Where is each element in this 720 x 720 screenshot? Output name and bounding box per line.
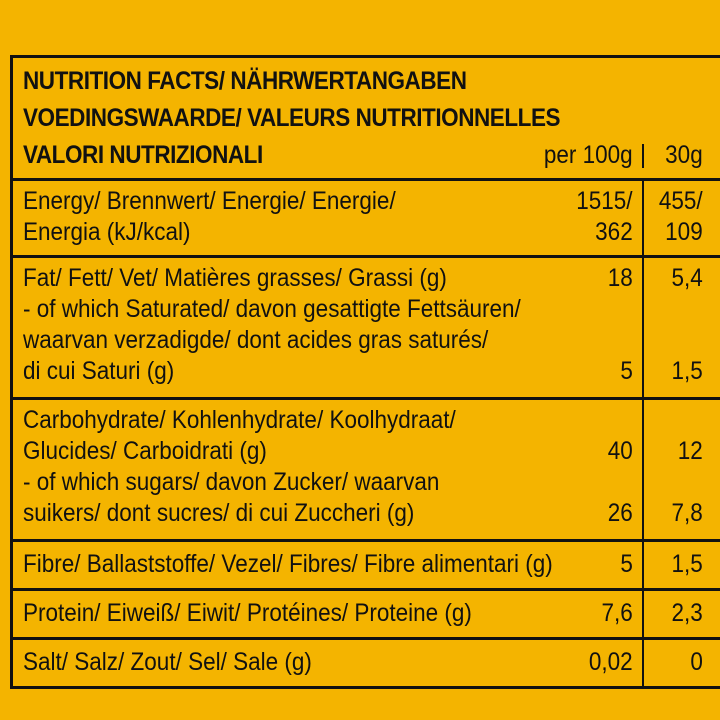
row-border [13, 588, 720, 591]
row-label: Salt/ Salz/ Zout/ Sel/ Sale (g) [23, 648, 312, 676]
value-per30g: 5,4 [671, 264, 703, 292]
value-per100g: 40 [607, 437, 633, 465]
row-border [13, 255, 720, 258]
row-label: Carbohydrate/ Kohlenhydrate/ Koolhydraat… [23, 406, 456, 434]
column-divider [642, 178, 644, 255]
value-per100g: 26 [607, 499, 633, 527]
header-line: VOEDINGSWAARDE/ VALEURS NUTRITIONNELLES [23, 104, 561, 132]
value-per30g: 455/ [659, 187, 703, 215]
header-line: VALORI NUTRIZIONALI [23, 141, 263, 169]
value-per100g: 362 [595, 218, 633, 246]
value-per100g: 5 [620, 550, 633, 578]
row-border [13, 637, 720, 640]
column-divider [642, 539, 644, 588]
row-label: Protein/ Eiweiß/ Eiwit/ Protéines/ Prote… [23, 599, 472, 627]
column-divider [642, 144, 644, 168]
value-per30g: 12 [677, 437, 703, 465]
value-per100g: 0,02 [589, 648, 633, 676]
row-label: waarvan verzadigde/ dont acides gras sat… [23, 326, 489, 354]
column-divider [642, 637, 644, 686]
value-per30g: 7,8 [671, 499, 703, 527]
row-label: Glucides/ Carboidrati (g) [23, 437, 267, 465]
value-per30g: 0 [690, 648, 703, 676]
header-line: NUTRITION FACTS/ NÄHRWERTANGABEN [23, 67, 467, 95]
row-border [13, 178, 720, 181]
row-label: Fat/ Fett/ Vet/ Matières grasses/ Grassi… [23, 264, 447, 292]
row-border [13, 539, 720, 542]
row-label: suikers/ dont sucres/ di cui Zuccheri (g… [23, 499, 415, 527]
column-divider [642, 397, 644, 539]
column-divider [642, 588, 644, 637]
value-per100g: 1515/ [576, 187, 633, 215]
row-label: Energy/ Brennwert/ Energie/ Energie/ [23, 187, 396, 215]
column-divider [642, 255, 644, 397]
value-per100g: 18 [607, 264, 633, 292]
value-per30g: 2,3 [671, 599, 703, 627]
header-per100g: per 100g [544, 141, 633, 169]
row-label: Fibre/ Ballaststoffe/ Vezel/ Fibres/ Fib… [23, 550, 553, 578]
row-label: - of which Saturated/ davon gesattigte F… [23, 295, 521, 323]
value-per100g: 7,6 [601, 599, 633, 627]
row-label: Energia (kJ/kcal) [23, 218, 191, 246]
value-per30g: 1,5 [671, 357, 703, 385]
row-border [13, 397, 720, 400]
nutrition-label: NUTRITION FACTS/ NÄHRWERTANGABEN VOEDINGS… [10, 55, 720, 689]
value-per30g: 109 [665, 218, 703, 246]
row-label: di cui Saturi (g) [23, 357, 175, 385]
value-per30g: 1,5 [671, 550, 703, 578]
row-label: - of which sugars/ davon Zucker/ waarvan [23, 468, 440, 496]
value-per100g: 5 [620, 357, 633, 385]
header-per30g: 30g [665, 141, 703, 169]
